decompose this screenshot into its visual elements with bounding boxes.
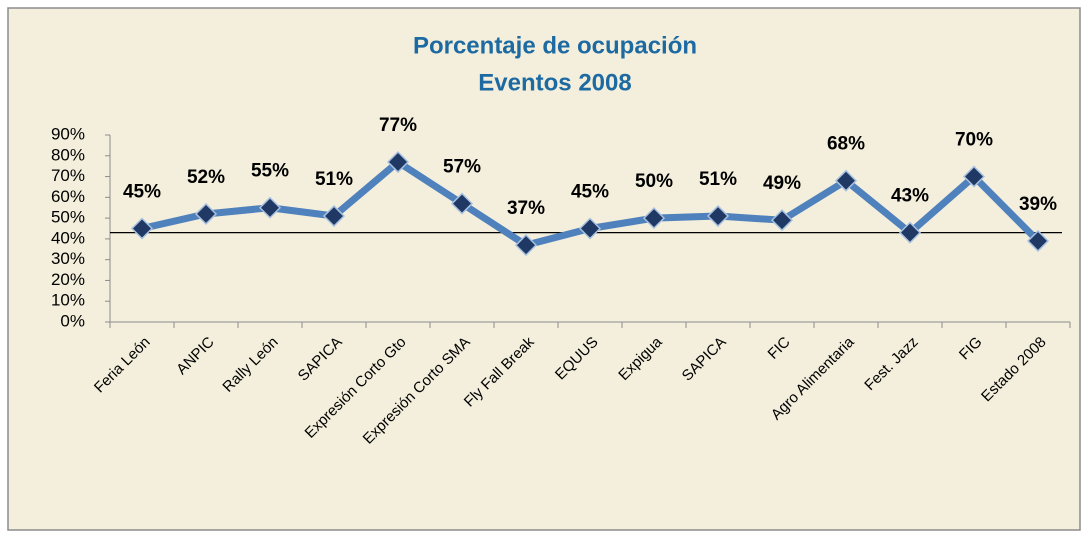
data-label: 68% bbox=[827, 134, 865, 155]
y-tick-label: 10% bbox=[51, 291, 85, 310]
marker bbox=[258, 196, 282, 219]
marker bbox=[770, 209, 794, 232]
data-label: 49% bbox=[763, 173, 801, 194]
marker bbox=[450, 192, 474, 215]
y-tick-label: 30% bbox=[51, 249, 85, 268]
marker bbox=[578, 217, 602, 240]
data-label: 50% bbox=[635, 171, 673, 192]
data-label: 37% bbox=[507, 198, 545, 219]
marker bbox=[194, 202, 218, 226]
y-tick-label: 20% bbox=[51, 270, 85, 289]
data-label: 51% bbox=[315, 169, 353, 190]
data-label: 70% bbox=[955, 130, 993, 151]
y-tick-label: 70% bbox=[51, 166, 85, 185]
data-label: 77% bbox=[379, 115, 417, 136]
marker bbox=[706, 204, 730, 228]
data-label: 57% bbox=[443, 157, 481, 178]
y-tick-label: 80% bbox=[51, 145, 85, 164]
marker bbox=[642, 207, 666, 230]
data-label: 45% bbox=[571, 182, 609, 203]
chart-subtitle: Eventos 2008 bbox=[478, 69, 631, 96]
marker bbox=[898, 221, 922, 244]
marker bbox=[834, 169, 858, 192]
y-tick-label: 40% bbox=[51, 228, 85, 247]
data-label: 55% bbox=[251, 161, 289, 182]
data-label: 39% bbox=[1019, 194, 1057, 215]
y-tick-label: 50% bbox=[51, 208, 85, 227]
y-tick-label: 0% bbox=[60, 311, 85, 330]
data-label: 43% bbox=[891, 186, 929, 207]
chart-background bbox=[7, 7, 1081, 531]
y-tick-label: 60% bbox=[51, 187, 85, 206]
y-tick-label: 90% bbox=[51, 124, 85, 143]
marker bbox=[962, 165, 986, 188]
marker bbox=[514, 234, 538, 257]
marker bbox=[386, 150, 410, 174]
data-label: 52% bbox=[187, 167, 225, 188]
data-label: 51% bbox=[699, 169, 737, 190]
marker bbox=[1026, 229, 1050, 253]
chart-title: Porcentaje de ocupación bbox=[413, 32, 697, 59]
marker bbox=[130, 217, 154, 240]
data-label: 45% bbox=[123, 182, 161, 203]
marker bbox=[322, 204, 346, 228]
